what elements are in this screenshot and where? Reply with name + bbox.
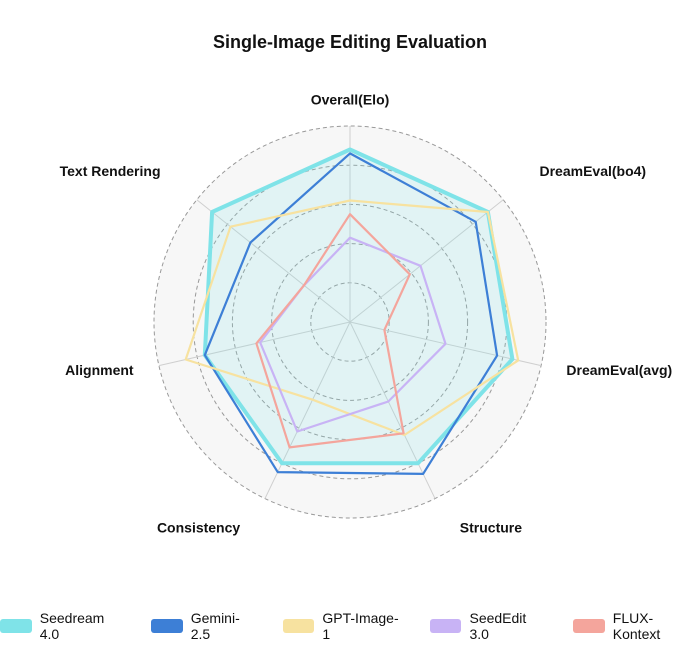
legend-item: GPT-Image-1 xyxy=(282,610,406,642)
series-gemini-2-5 xyxy=(203,152,499,475)
series-flux-kontext xyxy=(255,213,411,449)
axis-label-5: Consistency xyxy=(157,520,240,536)
axis-label-7: Text Rendering xyxy=(60,163,161,179)
legend-swatch xyxy=(573,619,605,633)
series-gpt-image-1 xyxy=(184,199,520,437)
legend-item: Seedream 4.0 xyxy=(0,610,127,642)
legend-label: FLUX-Kontext xyxy=(612,610,661,642)
axis-label-2: DreamEval(bo4) xyxy=(540,163,647,179)
chart-title: Single-Image Editing Evaluation xyxy=(212,32,488,52)
axis-label-6: Alignment xyxy=(65,362,134,378)
legend-label: GPT-Image-1 xyxy=(322,610,399,642)
axis-spoke-5 xyxy=(264,321,351,499)
grid-ring-2 xyxy=(271,243,429,401)
axis-spoke-6 xyxy=(158,321,351,367)
legend-swatch xyxy=(282,619,315,633)
radar-chart: Overall(Elo) DreamEval(bo4) DreamEval(avg)… xyxy=(60,91,673,535)
radar-series xyxy=(184,147,520,475)
axis-spoke-4 xyxy=(349,321,436,499)
legend-swatch xyxy=(429,619,462,633)
legend-label: Seedream 4.0 xyxy=(39,610,105,642)
legend-item: Gemini-2.5 xyxy=(151,610,259,642)
legend-swatch xyxy=(151,619,183,633)
axis-spoke-7 xyxy=(196,199,351,323)
axis-spoke-2 xyxy=(349,199,504,323)
legend-item: FLUX-Kontext xyxy=(573,610,700,642)
axis-labels: Overall(Elo) DreamEval(bo4) DreamEval(avg)… xyxy=(60,91,673,535)
legend: Seedream 4.0 Gemini-2.5 GPT-Image-1 SeedEdi… xyxy=(0,610,700,642)
legend-label: SeedEdit 3.0 xyxy=(469,610,527,642)
legend-item: SeedEdit 3.0 xyxy=(429,610,549,642)
axis-label-3: DreamEval(avg) xyxy=(566,362,672,378)
legend-label: Gemini-2.5 xyxy=(190,610,240,642)
axis-label-4: Structure xyxy=(460,520,522,536)
legend-swatch xyxy=(0,619,32,633)
grid-ring-5 xyxy=(153,125,547,519)
axis-label-1: Overall(Elo) xyxy=(311,91,390,107)
